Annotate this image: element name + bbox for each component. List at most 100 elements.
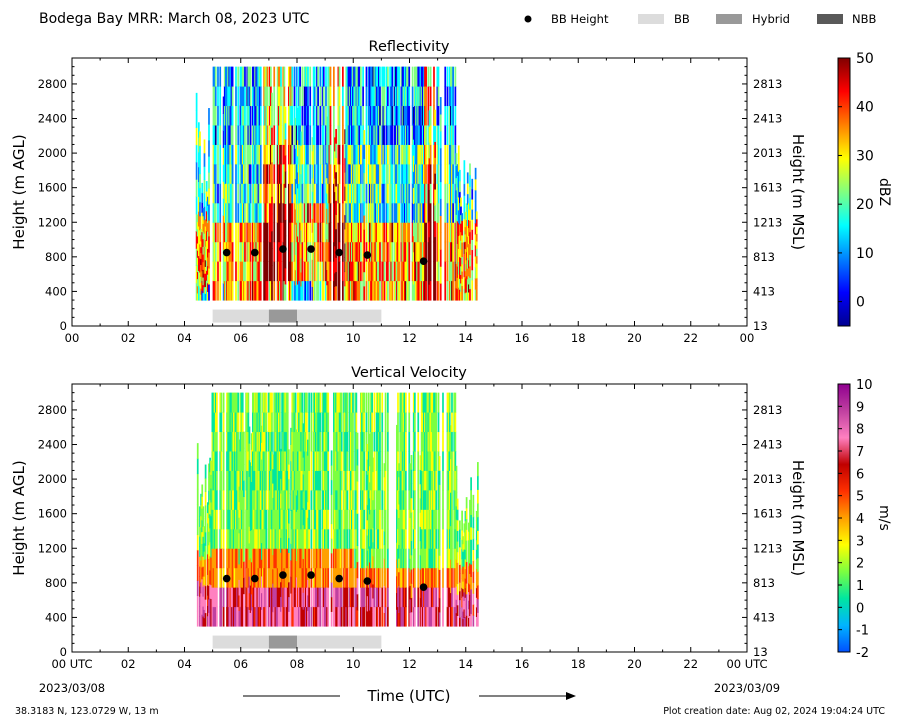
reflectivity-heatmap-cell (237, 163, 240, 184)
vertical-velocity-heatmap-cell (248, 592, 251, 610)
reflectivity-heatmap-cell (457, 274, 460, 288)
vertical-velocity-heatmap-cell (371, 412, 373, 433)
vertical-velocity-heatmap-cell (312, 470, 315, 491)
vertical-velocity-heatmap-cell (369, 561, 371, 579)
vertical-velocity-heatmap-cell (231, 470, 234, 491)
reflectivity-heatmap-cell (230, 222, 233, 243)
reflectivity-heatmap-cell (419, 144, 422, 165)
vertical-velocity-heatmap-cell (477, 598, 479, 613)
vertical-velocity-heatmap-cell (405, 528, 407, 549)
reflectivity-heatmap-cell (419, 86, 422, 107)
reflectivity-heatmap-cell (243, 222, 245, 243)
vertical-velocity-heatmap-cell (293, 548, 296, 569)
vertical-velocity-heatmap-cell (254, 451, 256, 471)
vertical-velocity-heatmap-cell (437, 470, 440, 491)
vertical-velocity-heatmap-cell (209, 499, 211, 515)
vertical-velocity-heatmap-cell (257, 470, 260, 491)
vertical-velocity-heatmap-cell (210, 570, 213, 586)
vertical-velocity-heatmap-cell (310, 606, 313, 627)
reflectivity-heatmap-cell (335, 143, 337, 158)
reflectivity-heatmap-cell (362, 86, 364, 107)
vertical-velocity-heatmap-cell (208, 585, 210, 600)
vertical-velocity-heatmap-cell (409, 598, 412, 614)
vertical-velocity-heatmap-cell (210, 543, 213, 558)
vertical-velocity-heatmap-cell (349, 587, 352, 608)
reflectivity-heatmap-cell (307, 86, 309, 107)
reflectivity-heatmap-cell (414, 241, 416, 262)
vertical-velocity-y-tick-label: 1600 (38, 507, 67, 521)
reflectivity-heatmap-cell (228, 183, 231, 204)
reflectivity-heatmap-cell (459, 213, 461, 225)
vertical-velocity-heatmap-cell (456, 594, 459, 606)
vertical-velocity-heatmap-cell (228, 606, 231, 627)
reflectivity-heatmap-cell (311, 137, 314, 152)
reflectivity-heatmap-cell (273, 144, 276, 165)
reflectivity-heatmap-cell (459, 169, 461, 182)
vertical-velocity-heatmap-cell (421, 567, 424, 588)
vertical-velocity-heatmap-cell (316, 567, 318, 588)
reflectivity-heatmap-cell (468, 267, 470, 277)
reflectivity-heatmap-cell (405, 125, 407, 145)
vertical-velocity-heatmap-cell (297, 451, 299, 471)
reflectivity-heatmap-cell (319, 105, 322, 126)
vertical-velocity-heatmap-cell (288, 522, 290, 539)
vertical-velocity-heatmap-cell (397, 451, 399, 471)
reflectivity-heatmap-cell (349, 105, 352, 126)
reflectivity-colorbar-label: dBZ (876, 178, 892, 206)
reflectivity-heatmap-cell (204, 259, 207, 267)
reflectivity-heatmap-cell (475, 270, 478, 279)
reflectivity-heatmap-cell (455, 189, 458, 203)
reflectivity-heatmap-cell (289, 202, 291, 223)
vertical-velocity-heatmap-cell (319, 431, 322, 452)
reflectivity-heatmap-cell (329, 202, 332, 223)
vertical-velocity-heatmap-cell (230, 431, 233, 452)
vertical-velocity-heatmap-cell (257, 528, 260, 549)
reflectivity-heatmap-cell (375, 261, 378, 282)
vertical-velocity-heatmap-cell (360, 587, 362, 608)
vertical-velocity-heatmap-cell (336, 528, 339, 549)
reflectivity-heatmap-cell (254, 202, 256, 223)
reflectivity-heatmap-cell (270, 280, 272, 301)
vertical-velocity-heatmap-cell (421, 470, 424, 491)
vertical-velocity-heatmap-cell (235, 431, 237, 452)
reflectivity-heatmap-cell (417, 280, 420, 301)
vertical-velocity-bb-type-bar (212, 635, 382, 649)
vertical-velocity-heatmap-cell (376, 470, 379, 491)
vertical-velocity-heatmap-cell (316, 606, 318, 627)
reflectivity-heatmap-cell (398, 280, 400, 301)
vertical-velocity-heatmap-cell (209, 485, 211, 501)
vertical-velocity-heatmap-cell (399, 470, 402, 491)
reflectivity-heatmap-cell (369, 280, 371, 301)
reflectivity-heatmap-cell (271, 179, 273, 197)
vertical-velocity-heatmap-cell (204, 558, 207, 573)
reflectivity-heatmap-cell (363, 186, 366, 202)
reflectivity-heatmap-cell (335, 186, 337, 201)
reflectivity-heatmap-cell (208, 156, 210, 173)
reflectivity-heatmap-cell (454, 105, 457, 126)
reflectivity-heatmap-cell (223, 66, 226, 87)
vertical-velocity-heatmap-cell (334, 489, 336, 510)
reflectivity-heatmap-cell (354, 163, 357, 184)
vertical-velocity-heatmap-cell (462, 596, 465, 605)
vertical-velocity-heatmap-cell (292, 431, 295, 452)
reflectivity-heatmap-cell (325, 144, 327, 165)
reflectivity-heatmap-cell (229, 66, 232, 87)
reflectivity-heatmap-cell (387, 241, 389, 262)
vertical-velocity-heatmap-cell (325, 567, 327, 588)
reflectivity-heatmap-cell (385, 105, 388, 126)
vertical-velocity-heatmap-cell (403, 509, 406, 530)
vertical-velocity-heatmap-cell (469, 499, 471, 511)
vertical-velocity-heatmap-cell (294, 451, 297, 471)
reflectivity-heatmap-cell (415, 163, 417, 184)
vertical-velocity-heatmap-cell (468, 557, 470, 567)
vertical-velocity-heatmap-cell (281, 548, 283, 569)
reflectivity-heatmap-cell (406, 183, 408, 204)
vertical-velocity-heatmap-cell (235, 470, 237, 491)
vertical-velocity-heatmap-cell (434, 567, 436, 588)
vertical-velocity-heatmap-cell (279, 587, 281, 608)
reflectivity-heatmap-cell (461, 213, 463, 221)
reflectivity-heatmap-cell (259, 261, 262, 282)
reflectivity-heatmap-cell (333, 144, 335, 165)
vertical-velocity-bb-height-point (307, 571, 315, 579)
vertical-velocity-heatmap-cell (220, 548, 223, 569)
